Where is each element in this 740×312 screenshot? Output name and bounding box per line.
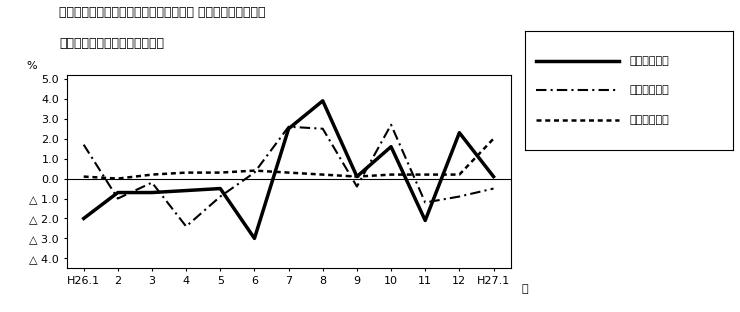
- Text: %: %: [27, 61, 37, 71]
- 常用雇用指数: [352, 175, 361, 178]
- 現金給与総額: [352, 175, 361, 178]
- 常用雇用指数: [318, 173, 327, 177]
- 現金給与総額: [113, 191, 122, 194]
- 現金給与総額: [216, 187, 225, 190]
- 現金給与総額: [318, 99, 327, 103]
- Line: 現金給与総額: 現金給与総額: [84, 101, 494, 238]
- 常用雇用指数: [113, 177, 122, 180]
- 現金給与総額: [250, 236, 259, 240]
- 現金給与総額: [79, 217, 88, 220]
- 総実労働時間: [182, 225, 191, 228]
- 現金給与総額: [284, 127, 293, 131]
- 総実労働時間: [216, 195, 225, 198]
- 総実労働時間: [386, 123, 395, 127]
- 常用雇用指数: [489, 137, 498, 141]
- 現金給与総額: [421, 219, 430, 222]
- Line: 総実労働時間: 総実労働時間: [84, 125, 494, 227]
- 現金給与総額: [455, 131, 464, 134]
- Line: 常用雇用指数: 常用雇用指数: [84, 139, 494, 178]
- Text: 現金給与総額: 現金給与総額: [629, 56, 669, 66]
- Text: 第４図　賃金、労働時間、常用雇用指数 対前年同月比の推移: 第４図 賃金、労働時間、常用雇用指数 対前年同月比の推移: [59, 6, 266, 19]
- 総実労働時間: [489, 187, 498, 190]
- 常用雇用指数: [79, 175, 88, 178]
- 総実労働時間: [113, 197, 122, 200]
- 常用雇用指数: [147, 173, 156, 177]
- 現金給与総額: [489, 175, 498, 178]
- 常用雇用指数: [216, 171, 225, 174]
- 総実労働時間: [318, 127, 327, 131]
- 総実労働時間: [147, 181, 156, 184]
- 総実労働時間: [284, 125, 293, 129]
- 常用雇用指数: [284, 171, 293, 174]
- 総実労働時間: [250, 171, 259, 174]
- 現金給与総額: [147, 191, 156, 194]
- 現金給与総額: [182, 189, 191, 193]
- Text: 月: 月: [522, 284, 528, 294]
- 総実労働時間: [421, 201, 430, 204]
- Text: （規模５人以上　調査産業計）: （規模５人以上 調査産業計）: [59, 37, 164, 51]
- 常用雇用指数: [250, 169, 259, 173]
- 常用雇用指数: [455, 173, 464, 177]
- Text: 常用雇用指数: 常用雇用指数: [629, 115, 669, 125]
- 総実労働時間: [79, 143, 88, 147]
- 総実労働時間: [455, 195, 464, 198]
- Text: 総実労働時間: 総実労働時間: [629, 85, 669, 95]
- 総実労働時間: [352, 185, 361, 188]
- 常用雇用指数: [182, 171, 191, 174]
- 常用雇用指数: [386, 173, 395, 177]
- 現金給与総額: [386, 145, 395, 149]
- 常用雇用指数: [421, 173, 430, 177]
